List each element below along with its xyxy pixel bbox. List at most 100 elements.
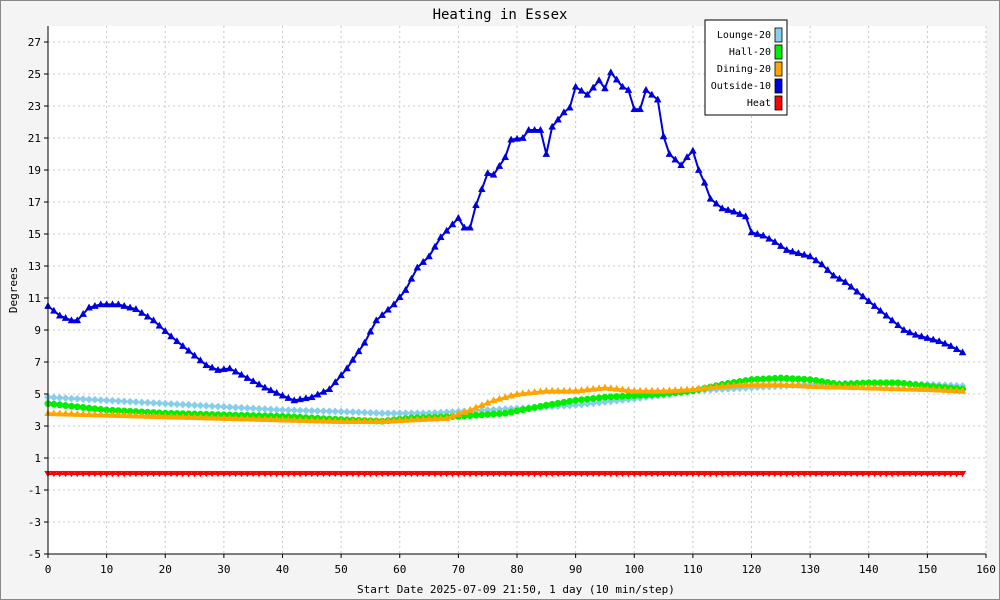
data-point-dining-20	[366, 417, 375, 425]
data-point-outside-10	[776, 241, 785, 249]
data-point-lounge-20	[190, 401, 199, 410]
data-point-lounge-20	[337, 407, 346, 416]
data-point-hall-20	[62, 402, 70, 409]
data-point-outside-10	[79, 309, 87, 317]
data-point-outside-10	[571, 82, 580, 90]
data-point-outside-10	[700, 178, 709, 186]
data-point-dining-20	[384, 416, 392, 424]
data-point-outside-10	[354, 347, 363, 355]
data-point-dining-20	[79, 410, 87, 418]
data-point-lounge-20	[108, 396, 117, 405]
data-point-dining-20	[853, 383, 861, 391]
data-point-heat	[495, 470, 504, 478]
data-point-outside-10	[577, 86, 586, 94]
data-point-outside-10	[466, 223, 474, 231]
data-point-heat	[472, 470, 480, 478]
data-point-outside-10	[225, 364, 234, 372]
data-point-heat	[173, 470, 181, 478]
data-point-outside-10	[648, 90, 656, 98]
data-point-dining-20	[214, 413, 222, 421]
data-point-heat	[255, 470, 263, 478]
y-tick-label: 17	[28, 196, 41, 209]
data-point-hall-20	[537, 402, 544, 410]
data-point-heat	[601, 470, 609, 478]
legend-swatch	[774, 78, 783, 94]
data-point-heat	[923, 470, 932, 478]
data-point-outside-10	[120, 301, 129, 309]
data-point-heat	[571, 470, 580, 478]
data-point-dining-20	[718, 381, 727, 389]
data-point-heat	[812, 470, 820, 478]
data-point-hall-20	[554, 399, 562, 407]
data-point-heat	[507, 470, 515, 478]
data-point-dining-20	[472, 403, 480, 411]
y-tick-label: 5	[34, 388, 41, 401]
data-point-heat	[905, 470, 914, 478]
data-point-outside-10	[102, 300, 111, 308]
data-point-outside-10	[847, 282, 855, 290]
data-point-outside-10	[853, 287, 861, 295]
data-point-heat	[296, 470, 304, 478]
data-point-hall-20	[583, 395, 591, 403]
data-point-hall-20	[68, 402, 75, 410]
data-point-outside-10	[952, 345, 961, 353]
x-tick-label: 30	[217, 563, 230, 576]
data-point-outside-10	[530, 125, 539, 133]
data-point-heat	[806, 470, 814, 478]
data-point-outside-10	[671, 155, 680, 163]
data-point-heat	[642, 470, 650, 478]
data-point-outside-10	[894, 321, 902, 329]
data-point-outside-10	[524, 125, 533, 133]
data-point-lounge-20	[90, 395, 99, 404]
data-point-dining-20	[794, 381, 803, 389]
data-point-lounge-20	[307, 406, 316, 415]
data-point-dining-20	[694, 384, 703, 392]
data-point-outside-10	[167, 332, 175, 340]
data-point-dining-20	[143, 411, 152, 419]
x-tick-label: 90	[569, 563, 582, 576]
data-point-heat	[442, 470, 451, 478]
data-point-outside-10	[401, 285, 410, 293]
data-point-outside-10	[132, 305, 140, 313]
data-point-lounge-20	[131, 398, 140, 406]
data-point-heat	[841, 470, 850, 478]
data-point-heat	[343, 470, 351, 478]
data-point-dining-20	[829, 382, 838, 390]
data-point-hall-20	[525, 405, 533, 413]
data-point-dining-20	[261, 415, 269, 422]
data-point-outside-10	[823, 265, 832, 273]
y-tick-label: 11	[28, 292, 41, 305]
data-point-dining-20	[847, 383, 855, 390]
data-point-heat	[425, 470, 433, 478]
data-point-outside-10	[231, 367, 240, 375]
data-point-dining-20	[741, 380, 750, 388]
data-point-outside-10	[173, 337, 181, 345]
data-point-heat	[372, 470, 381, 478]
data-point-lounge-20	[202, 401, 211, 410]
data-point-outside-10	[91, 301, 99, 309]
data-point-dining-20	[114, 411, 123, 418]
data-point-lounge-20	[325, 407, 334, 416]
data-point-heat	[882, 470, 891, 478]
data-point-heat	[864, 470, 873, 478]
data-point-outside-10	[425, 252, 433, 260]
data-point-lounge-20	[378, 409, 387, 418]
data-point-outside-10	[882, 311, 891, 319]
data-point-heat	[530, 470, 539, 478]
data-point-outside-10	[841, 277, 850, 285]
x-tick-label: 60	[393, 563, 406, 576]
legend: Lounge-20 Hall-20 Dining-20 Outside-10 Heat	[704, 19, 788, 116]
y-tick-label: 25	[28, 68, 41, 81]
data-point-outside-10	[155, 321, 164, 329]
data-point-dining-20	[319, 416, 328, 424]
data-point-heat	[149, 470, 158, 478]
data-point-hall-20	[519, 406, 527, 414]
data-point-heat	[823, 470, 832, 478]
data-point-dining-20	[161, 412, 170, 420]
data-point-lounge-20	[595, 398, 604, 407]
data-point-outside-10	[495, 161, 504, 169]
data-point-hall-20	[507, 408, 515, 416]
data-point-outside-10	[96, 300, 105, 308]
data-point-hall-20	[777, 374, 785, 382]
data-point-outside-10	[460, 223, 469, 231]
